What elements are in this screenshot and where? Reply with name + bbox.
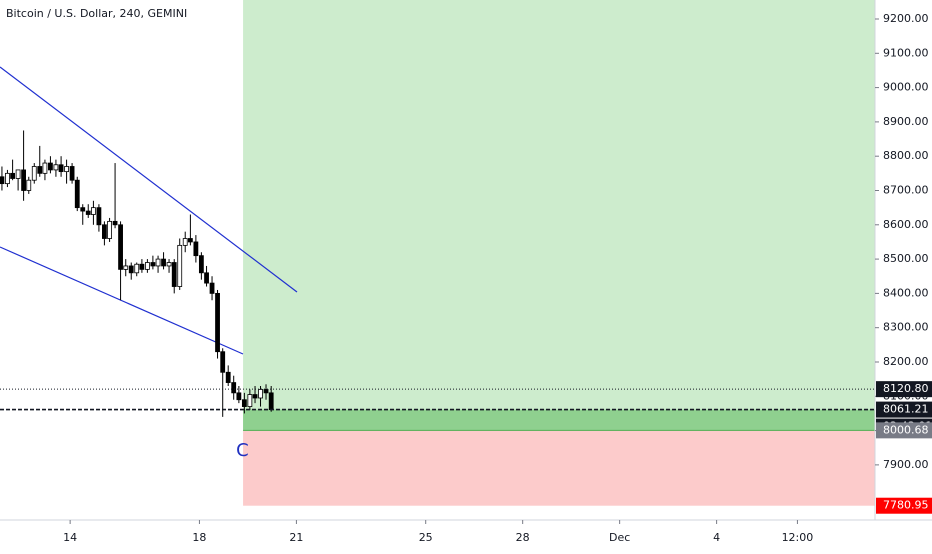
- x-tick-label: 12:00: [782, 531, 814, 544]
- candle-body: [134, 263, 140, 274]
- candle-body: [10, 172, 16, 179]
- candle-body: [107, 220, 112, 239]
- candle-body: [26, 179, 32, 191]
- candle-body: [161, 258, 166, 267]
- candle-body: [247, 394, 253, 407]
- price-label-box: [876, 422, 932, 439]
- candle-body: [96, 207, 102, 226]
- candle-body: [225, 371, 231, 383]
- x-tick-label: 4: [713, 531, 720, 544]
- x-tick-label: 28: [516, 531, 530, 544]
- candle-body: [182, 238, 188, 246]
- candle-body: [21, 169, 26, 191]
- price-label: 8120.80: [883, 382, 929, 395]
- candle-body: [112, 220, 118, 226]
- candle-body: [69, 166, 75, 181]
- price-label-box: [876, 401, 932, 418]
- candle-body: [204, 272, 209, 284]
- candle-body: [85, 210, 91, 215]
- y-tick-label: 8500.00: [883, 252, 929, 265]
- candle-body: [155, 258, 161, 267]
- candle-body: [268, 392, 274, 410]
- candle-body: [64, 166, 69, 173]
- candle-body: [53, 164, 59, 171]
- x-tick-label: 14: [63, 531, 77, 544]
- candle-body: [220, 351, 226, 373]
- x-tick-label: 18: [192, 531, 206, 544]
- candle-body: [166, 262, 172, 267]
- candle-body: [48, 162, 53, 171]
- candle-body: [215, 292, 220, 353]
- candle-body: [91, 207, 96, 215]
- trend-line: [0, 246, 244, 355]
- x-tick-label: Dec: [609, 531, 630, 544]
- chart-title: Bitcoin / U.S. Dollar, 240, GEMINI: [6, 7, 187, 20]
- x-tick-label: 25: [419, 531, 433, 544]
- candle-body: [231, 382, 237, 394]
- candle-body: [252, 394, 258, 399]
- trend-line: [0, 66, 298, 293]
- candle-body: [123, 265, 129, 270]
- candle-body: [187, 238, 193, 243]
- candle-body: [80, 207, 86, 212]
- y-tick-label: 8200.00: [883, 355, 929, 368]
- y-tick-label: 9000.00: [883, 81, 929, 94]
- candle-body: [258, 389, 263, 399]
- y-tick-label: 8400.00: [883, 286, 929, 299]
- candle-body: [31, 166, 37, 181]
- price-label-box: [876, 497, 932, 514]
- candle-body: [209, 282, 215, 294]
- candle-body: [193, 241, 199, 257]
- candle-body: [118, 224, 123, 270]
- x-tick-label: 21: [289, 531, 303, 544]
- candle-body: [0, 176, 5, 185]
- candle-body: [150, 262, 156, 267]
- candle-body: [58, 164, 64, 173]
- profit-zone: [243, 0, 876, 431]
- loss-zone: [243, 430, 876, 506]
- y-tick-label: 9200.00: [883, 12, 929, 25]
- annotation: C: [236, 440, 249, 461]
- y-tick-label: 8800.00: [883, 149, 929, 162]
- y-tick-label: 9100.00: [883, 46, 929, 59]
- candle-body: [171, 262, 177, 287]
- candle-body: [42, 162, 48, 174]
- y-tick-label: 7900.00: [883, 458, 929, 471]
- candle-body: [5, 172, 10, 185]
- candle-body: [241, 399, 247, 407]
- candle-body: [263, 389, 269, 394]
- candle-body: [139, 263, 145, 270]
- price-label: 7780.95: [883, 499, 929, 512]
- price-label: 8061.21: [883, 403, 929, 416]
- y-tick-label: 8600.00: [883, 218, 929, 231]
- candle-body: [128, 265, 134, 274]
- y-tick-label: 8700.00: [883, 183, 929, 196]
- candle-body: [15, 169, 21, 179]
- y-tick-label: 8900.00: [883, 115, 929, 128]
- candle-body: [144, 262, 150, 270]
- candle-body: [236, 392, 242, 401]
- candle-body: [177, 244, 183, 287]
- price-label-box: [876, 381, 932, 398]
- candle-body: [74, 179, 80, 209]
- y-tick-label: 8300.00: [883, 321, 929, 334]
- candle-body: [198, 255, 204, 274]
- candle-body: [37, 166, 43, 174]
- current-profit: [243, 409, 876, 431]
- price-label: 8000.68: [883, 423, 929, 436]
- candle-body: [102, 224, 107, 239]
